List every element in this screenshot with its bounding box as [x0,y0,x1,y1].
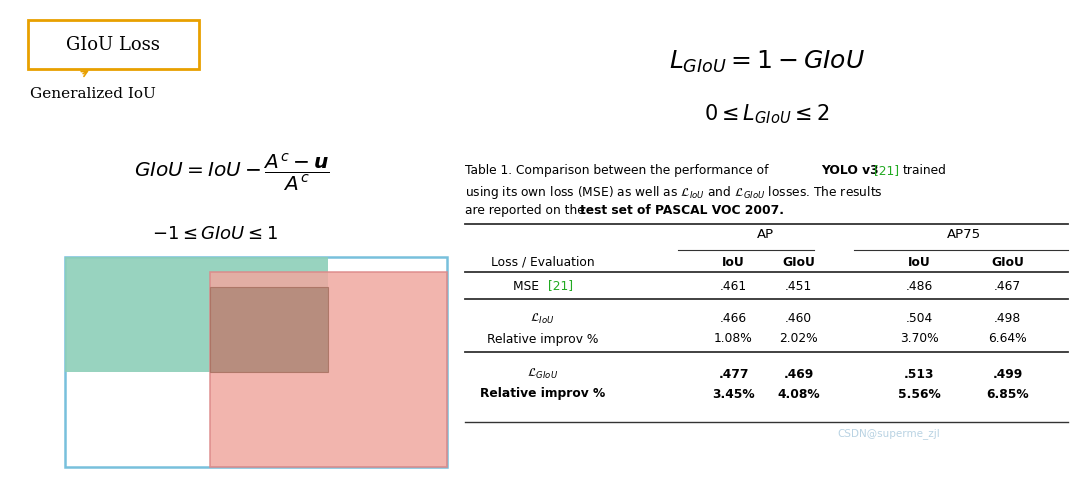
Text: [21]: [21] [548,280,572,293]
Text: .499: .499 [992,367,1023,380]
Bar [65,257,447,467]
Text: GIoU Loss: GIoU Loss [66,36,160,54]
Text: [21]: [21] [874,164,900,177]
Text: 5.56%: 5.56% [898,388,940,401]
Text: $\mathcal{L}_{GIoU}$: $\mathcal{L}_{GIoU}$ [527,367,558,381]
Text: using its own loss (MSE) as well as $\mathcal{L}_{IoU}$ and $\mathcal{L}_{GIoU}$: using its own loss (MSE) as well as $\ma… [465,184,883,201]
Text: .469: .469 [783,367,813,380]
Text: Relative improv %: Relative improv % [487,333,598,346]
Text: Relative improv %: Relative improv % [480,388,606,401]
Text: Table 1. Comparison between the performance of: Table 1. Comparison between the performa… [465,164,773,177]
Text: .467: .467 [994,280,1021,293]
Text: Loss / Evaluation: Loss / Evaluation [491,255,594,268]
Text: MSE: MSE [513,280,542,293]
Text: IoU: IoU [722,255,745,268]
Text: 2.02%: 2.02% [779,333,818,346]
Text: $\mathit{GIoU} = \mathit{IoU} - \dfrac{A^c - \boldsymbol{u}}{A^c}$: $\mathit{GIoU} = \mathit{IoU} - \dfrac{A… [133,151,329,193]
Text: IoU: IoU [908,255,931,268]
Text: 1.08%: 1.08% [714,333,753,346]
Text: $0 \leq L_{\mathit{GIoU}} \leq 2$: $0 \leq L_{\mathit{GIoU}} \leq 2$ [704,102,830,126]
Text: .460: .460 [785,312,812,325]
Text: 4.08%: 4.08% [778,388,820,401]
Text: 6.64%: 6.64% [989,333,1027,346]
Bar [210,287,328,372]
Text: .504: .504 [906,312,933,325]
Text: AP: AP [758,228,775,241]
Text: CSDN@superme_zjl: CSDN@superme_zjl [838,428,940,440]
Text: are reported on the: are reported on the [465,204,589,217]
Text: test set of PASCAL VOC 2007.: test set of PASCAL VOC 2007. [580,204,783,217]
Text: .498: .498 [994,312,1021,325]
Text: GIoU: GIoU [782,255,816,268]
Bar [210,272,447,467]
FancyBboxPatch shape [28,20,199,69]
Text: GIoU: GIoU [991,255,1024,268]
Text: 6.85%: 6.85% [987,388,1029,401]
Text: $L_{\mathit{GIoU}} = 1 - \mathit{GIoU}$: $L_{\mathit{GIoU}} = 1 - \mathit{GIoU}$ [668,49,865,75]
Text: .461: .461 [720,280,747,293]
Text: .513: .513 [904,367,935,380]
Bar [65,257,328,372]
Text: 3.45%: 3.45% [712,388,755,401]
Text: .477: .477 [719,367,749,380]
Text: .451: .451 [785,280,812,293]
Text: Generalized IoU: Generalized IoU [30,87,156,101]
Text: $\mathcal{L}_{IoU}$: $\mathcal{L}_{IoU}$ [530,312,555,326]
Text: .466: .466 [720,312,747,325]
Text: trained: trained [903,164,946,177]
Text: $-1 \leq \mathit{GIoU} \leq 1$: $-1 \leq \mathit{GIoU} \leq 1$ [152,225,279,243]
Text: 3.70%: 3.70% [900,333,938,346]
Text: YOLO v3: YOLO v3 [821,164,878,177]
Text: AP75: AP75 [947,228,980,241]
Text: .486: .486 [906,280,933,293]
